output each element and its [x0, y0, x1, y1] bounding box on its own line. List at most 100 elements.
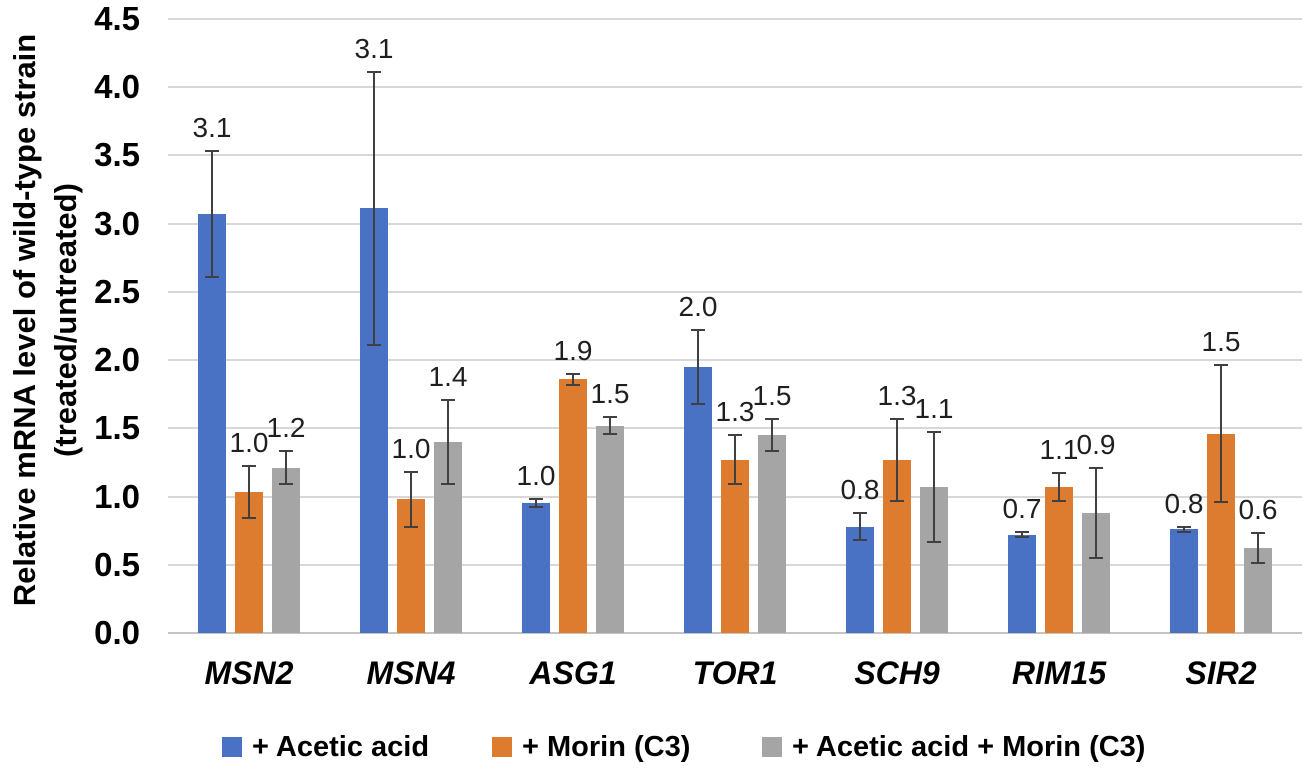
error-bar-cap — [765, 450, 779, 453]
legend-item: + Acetic acid — [222, 732, 429, 762]
data-label: 2.0 — [678, 290, 718, 322]
bar — [596, 425, 624, 633]
legend-item: + Acetic acid + Morin (C3) — [762, 732, 1145, 762]
error-bar-cap — [927, 431, 941, 434]
data-label: 1.3 — [715, 396, 755, 428]
error-bar — [734, 435, 736, 485]
category-label: ASG1 — [529, 655, 617, 691]
error-bar-cap — [1251, 562, 1265, 565]
error-bar-cap — [367, 343, 381, 346]
error-bar-cap — [242, 517, 256, 520]
error-bar-cap — [1214, 364, 1228, 367]
error-bar-cap — [890, 499, 904, 502]
error-bar — [1058, 473, 1060, 501]
data-label: 1.5 — [752, 379, 792, 411]
error-bar — [373, 71, 375, 345]
error-bar — [248, 466, 250, 519]
error-bar — [211, 151, 213, 277]
data-label: 1.5 — [1201, 326, 1241, 358]
legend-swatch — [222, 737, 242, 757]
data-label: 0.8 — [1164, 487, 1204, 519]
error-bar — [1257, 533, 1259, 564]
data-label: 3.1 — [354, 32, 394, 64]
data-label: 3.1 — [192, 112, 232, 144]
error-bar — [933, 432, 935, 542]
error-bar — [1183, 526, 1185, 532]
error-bar — [285, 451, 287, 485]
error-bar-cap — [890, 417, 904, 420]
gridline — [168, 427, 1302, 430]
error-bar-cap — [1052, 472, 1066, 475]
error-bar-cap — [1015, 536, 1029, 539]
error-bar-cap — [691, 328, 705, 331]
legend-swatch — [762, 737, 782, 757]
bar — [1170, 529, 1198, 633]
y-tick-label: 1.5 — [94, 409, 140, 447]
data-label: 1.5 — [590, 378, 630, 410]
bar — [684, 366, 712, 633]
error-bar-cap — [529, 498, 543, 501]
error-bar — [896, 418, 898, 501]
error-bar — [859, 512, 861, 541]
error-bar-cap — [728, 483, 742, 486]
data-label: 0.8 — [840, 473, 880, 505]
data-label: 1.0 — [229, 427, 269, 459]
gridline — [168, 154, 1302, 157]
bar — [522, 503, 550, 633]
error-bar-cap — [1177, 525, 1191, 528]
error-bar-cap — [566, 372, 580, 375]
error-bar-cap — [1251, 532, 1265, 535]
y-tick-label: 0.0 — [94, 614, 140, 651]
error-bar-cap — [242, 465, 256, 468]
error-bar — [1220, 365, 1222, 502]
error-bar — [609, 417, 611, 434]
y-tick-label: 2.5 — [94, 272, 140, 310]
error-bar-cap — [404, 525, 418, 528]
category-label: SCH9 — [854, 655, 940, 691]
bar — [559, 379, 587, 633]
bar — [846, 526, 874, 633]
category-label: MSN2 — [204, 655, 294, 691]
legend-label: + Morin (C3) — [522, 731, 691, 763]
y-tick-label: 3.0 — [94, 204, 140, 242]
gridline — [168, 86, 1302, 88]
data-label: 1.1 — [1039, 434, 1079, 466]
error-bar-cap — [404, 470, 418, 473]
legend-label: + Acetic acid — [252, 731, 430, 763]
category-label: SIR2 — [1185, 655, 1257, 691]
y-tick-label: 3.5 — [94, 136, 140, 174]
data-label: 1.2 — [266, 412, 306, 444]
data-label: 0.7 — [1002, 492, 1042, 524]
error-bar-cap — [566, 383, 580, 386]
error-bar-cap — [279, 450, 293, 453]
gridline — [168, 17, 1302, 20]
y-tick-label: 2.0 — [94, 341, 140, 378]
error-bar-cap — [1089, 556, 1103, 559]
error-bar-cap — [765, 417, 779, 420]
error-bar — [572, 373, 574, 385]
error-bar-cap — [728, 434, 742, 437]
legend-swatch — [492, 737, 512, 757]
data-label: 0.9 — [1076, 428, 1116, 460]
data-label: 1.3 — [877, 379, 917, 411]
error-bar-cap — [927, 540, 941, 543]
x-axis-line — [168, 632, 1302, 634]
y-tick-label: 1.0 — [94, 477, 140, 515]
gridline — [168, 290, 1302, 293]
error-bar-cap — [1015, 530, 1029, 533]
legend-label: + Acetic acid + Morin (C3) — [792, 731, 1146, 763]
y-tick-label: 0.5 — [94, 545, 140, 583]
error-bar — [771, 418, 773, 452]
bar — [272, 467, 300, 633]
category-label: TOR1 — [692, 655, 778, 691]
category-label: RIM15 — [1011, 655, 1107, 691]
error-bar-cap — [279, 483, 293, 486]
data-label: 1.9 — [553, 334, 593, 366]
error-bar-cap — [1052, 499, 1066, 502]
error-bar-cap — [603, 432, 617, 435]
bar — [1008, 534, 1036, 633]
data-label: 0.6 — [1238, 494, 1278, 526]
error-bar — [535, 499, 537, 508]
data-label: 1.0 — [516, 460, 556, 492]
